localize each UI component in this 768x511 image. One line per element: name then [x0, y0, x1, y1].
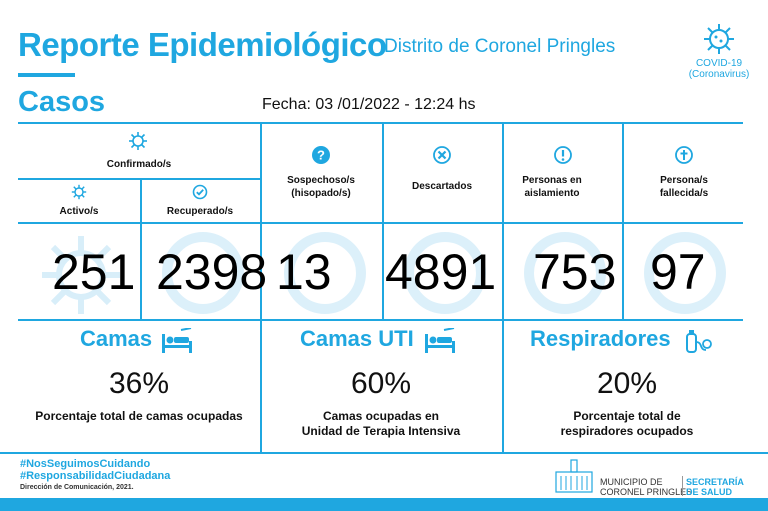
descartados-label: Descartados — [411, 181, 473, 192]
secretaria-line1: SECRETARÍA — [686, 477, 744, 487]
ventilator-icon — [686, 330, 712, 353]
exclamation-watermark-icon — [524, 232, 606, 314]
respiradores-description-line2: respiradores ocupados — [560, 424, 694, 438]
municipality-building-icon — [555, 459, 593, 493]
descartados-value: 4891 — [385, 244, 497, 300]
svg-text:?: ? — [317, 148, 325, 163]
sospechosos-value: 13 — [276, 244, 332, 300]
table-top-line — [18, 122, 743, 124]
col-divider-5 — [622, 122, 624, 319]
footer-bar — [0, 498, 768, 511]
aislamiento-label-line2: aislamiento — [524, 188, 580, 199]
virus-icon — [71, 184, 87, 200]
camas-uti-percentage: 60% — [350, 367, 412, 400]
respiradores-description-line1: Porcentaje total de — [573, 409, 681, 423]
fallecidos-label-line1: Persona/s — [660, 175, 708, 186]
respiradores-title: Respiradores — [530, 326, 671, 351]
aislamiento-value: 753 — [533, 244, 617, 300]
close-circle-icon — [433, 146, 451, 164]
virus-icon — [129, 132, 147, 150]
covid-logo: COVID-19 (Coronavirus) — [676, 22, 762, 80]
virus-watermark-icon — [42, 236, 120, 314]
recuperados-value: 2398 — [156, 244, 268, 300]
recuperados-label: Recuperado/s — [166, 206, 234, 217]
activos-label: Activo/s — [59, 206, 99, 217]
casos-title: Casos — [18, 86, 106, 118]
confirmados-label: Confirmado/s — [106, 159, 172, 170]
bed-icon — [162, 328, 192, 353]
check-watermark-icon — [162, 232, 244, 314]
col-divider-4 — [502, 122, 504, 452]
report-title: Reporte Epidemiológico — [18, 26, 387, 63]
aislamiento-label: Personas en aislamiento — [502, 174, 602, 200]
icu-bed-icon — [425, 328, 455, 353]
sospechosos-label-line2: (hisopado/s) — [291, 188, 351, 199]
camas-percentage: 36% — [108, 367, 170, 400]
col-divider-3 — [382, 122, 384, 319]
camas-uti-description-line1: Camas ocupadas en — [322, 409, 440, 423]
sospechosos-label-line1: Sospechoso/s — [287, 175, 355, 186]
fallecidos-label: Persona/s fallecida/s — [622, 174, 746, 200]
respiradores-description: Porcentaje total de respiradores ocupado… — [502, 409, 752, 439]
report-date: Fecha: 03 /01/2022 - 12:24 hs — [262, 96, 476, 113]
virus-icon — [704, 24, 734, 54]
coronavirus-label: (Coronavirus) — [688, 69, 750, 80]
direccion-credit: Dirección de Comunicación, 2021. — [20, 484, 134, 491]
cross-icon — [675, 146, 693, 164]
col-divider-2 — [260, 122, 262, 452]
fallecidos-value: 97 — [650, 244, 706, 300]
close-watermark-icon — [404, 232, 486, 314]
col-divider-1 — [140, 178, 142, 319]
exclamation-icon — [554, 146, 572, 164]
secretaria-label: SECRETARÍA DE SALUD — [686, 477, 744, 497]
secretaria-line2: DE SALUD — [686, 487, 733, 497]
question-icon: ? — [312, 146, 330, 164]
municipio-line1: MUNICIPIO DE — [600, 477, 663, 487]
title-underline — [18, 73, 75, 77]
camas-description: Porcentaje total de camas ocupadas — [35, 409, 243, 423]
hashtag-nos-seguimos-cuidando: #NosSeguimosCuidando — [20, 458, 151, 470]
header-bottom-line — [18, 222, 743, 224]
question-watermark-icon — [284, 232, 366, 314]
sospechosos-label: Sospechoso/s (hisopado/s) — [260, 174, 382, 200]
covid-label: COVID-19 — [695, 58, 743, 69]
footer-top-line — [0, 452, 768, 454]
camas-uti-title: Camas UTI — [300, 326, 414, 351]
fallecidos-label-line2: fallecida/s — [659, 188, 709, 199]
municipio-line2: CORONEL PRINGLES — [600, 487, 693, 497]
aislamiento-label-line1: Personas en — [522, 175, 582, 186]
district-subtitle: Distrito de Coronel Pringles — [384, 36, 616, 57]
camas-title: Camas — [80, 326, 153, 351]
hashtag-responsabilidad-ciudadana: #ResponsabilidadCiudadana — [20, 470, 171, 482]
activos-value: 251 — [52, 244, 136, 300]
values-bottom-line — [18, 319, 743, 321]
check-circle-icon — [192, 184, 208, 200]
municipio-label: MUNICIPIO DE CORONEL PRINGLES — [600, 477, 692, 497]
confirmados-split-line — [18, 178, 260, 180]
footer-logo-divider — [682, 476, 683, 496]
camas-uti-description: Camas ocupadas en Unidad de Terapia Inte… — [260, 409, 502, 439]
respiradores-percentage: 20% — [596, 367, 658, 400]
camas-uti-description-line2: Unidad de Terapia Intensiva — [301, 424, 461, 438]
cross-watermark-icon — [644, 232, 726, 314]
